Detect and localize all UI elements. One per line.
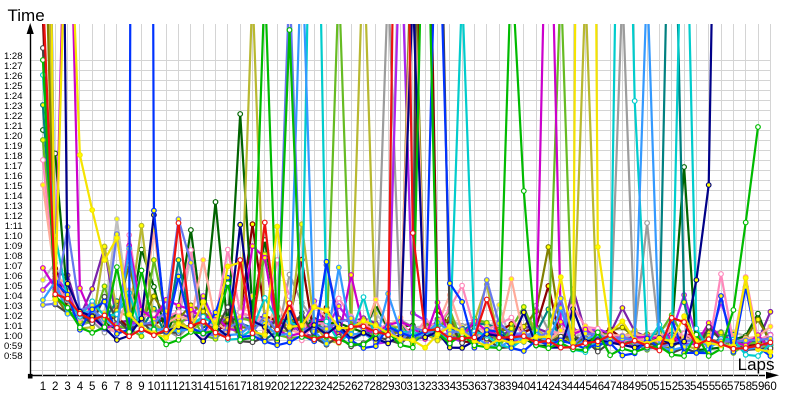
svg-text:38: 38: [493, 381, 506, 393]
svg-text:0:59: 0:59: [4, 341, 23, 352]
svg-text:1:24: 1:24: [4, 91, 23, 102]
svg-text:1:20: 1:20: [4, 131, 23, 142]
svg-text:47: 47: [604, 381, 617, 393]
svg-text:56: 56: [715, 381, 728, 393]
svg-text:30: 30: [394, 381, 407, 393]
svg-text:39: 39: [505, 381, 518, 393]
svg-text:1:17: 1:17: [4, 161, 23, 172]
svg-text:1:06: 1:06: [4, 271, 23, 282]
svg-text:34: 34: [443, 381, 456, 393]
svg-text:1:07: 1:07: [4, 261, 23, 272]
svg-text:1:13: 1:13: [4, 201, 23, 212]
svg-text:1:09: 1:09: [4, 241, 23, 252]
svg-text:41: 41: [530, 381, 543, 393]
svg-text:15: 15: [209, 381, 222, 393]
svg-text:9: 9: [138, 381, 144, 393]
svg-text:1:23: 1:23: [4, 101, 23, 112]
svg-text:1:12: 1:12: [4, 211, 23, 222]
svg-text:55: 55: [702, 381, 715, 393]
svg-text:1:26: 1:26: [4, 71, 23, 82]
svg-text:59: 59: [752, 381, 765, 393]
svg-text:1:05: 1:05: [4, 281, 23, 292]
svg-text:18: 18: [246, 381, 259, 393]
svg-text:1:00: 1:00: [4, 331, 23, 342]
svg-text:1:04: 1:04: [4, 291, 23, 302]
svg-text:22: 22: [295, 381, 308, 393]
svg-text:1:14: 1:14: [4, 191, 23, 202]
svg-text:1:21: 1:21: [4, 121, 23, 132]
svg-text:52: 52: [665, 381, 678, 393]
svg-text:44: 44: [567, 381, 580, 393]
svg-text:21: 21: [283, 381, 296, 393]
svg-text:57: 57: [727, 381, 740, 393]
svg-text:17: 17: [234, 381, 247, 393]
svg-text:28: 28: [369, 381, 382, 393]
svg-text:10: 10: [148, 381, 161, 393]
svg-text:27: 27: [357, 381, 370, 393]
svg-text:8: 8: [126, 381, 132, 393]
svg-text:40: 40: [517, 381, 530, 393]
svg-text:1:03: 1:03: [4, 301, 23, 312]
svg-text:53: 53: [678, 381, 691, 393]
svg-text:51: 51: [653, 381, 666, 393]
svg-text:49: 49: [628, 381, 641, 393]
svg-text:1:15: 1:15: [4, 181, 23, 192]
svg-text:1:02: 1:02: [4, 311, 23, 322]
svg-text:48: 48: [616, 381, 629, 393]
svg-text:14: 14: [197, 381, 210, 393]
svg-text:16: 16: [221, 381, 234, 393]
svg-text:24: 24: [320, 381, 333, 393]
svg-text:31: 31: [406, 381, 419, 393]
svg-text:4: 4: [77, 381, 84, 393]
svg-text:3: 3: [64, 381, 70, 393]
svg-text:1:11: 1:11: [5, 221, 23, 232]
svg-text:37: 37: [480, 381, 493, 393]
svg-text:13: 13: [185, 381, 198, 393]
svg-text:1:22: 1:22: [4, 111, 23, 122]
svg-text:1:18: 1:18: [4, 151, 23, 162]
svg-text:1:08: 1:08: [4, 251, 23, 262]
svg-text:1: 1: [40, 381, 46, 393]
svg-text:1:10: 1:10: [4, 231, 23, 242]
svg-text:54: 54: [690, 381, 703, 393]
svg-text:23: 23: [308, 381, 321, 393]
svg-text:0:58: 0:58: [4, 351, 23, 362]
svg-text:45: 45: [579, 381, 592, 393]
svg-text:20: 20: [271, 381, 284, 393]
svg-text:6: 6: [101, 381, 107, 393]
svg-text:60: 60: [764, 381, 777, 393]
svg-text:1:25: 1:25: [4, 81, 23, 92]
svg-text:25: 25: [332, 381, 345, 393]
svg-text:46: 46: [591, 381, 604, 393]
svg-text:32: 32: [419, 381, 432, 393]
svg-text:1:19: 1:19: [4, 141, 23, 152]
svg-text:19: 19: [258, 381, 271, 393]
svg-text:1:16: 1:16: [4, 171, 23, 182]
svg-text:12: 12: [172, 381, 185, 393]
svg-text:5: 5: [89, 381, 95, 393]
svg-text:Time: Time: [8, 6, 45, 25]
svg-text:2: 2: [52, 381, 58, 393]
svg-text:26: 26: [345, 381, 358, 393]
svg-text:35: 35: [456, 381, 469, 393]
svg-text:29: 29: [382, 381, 395, 393]
svg-text:36: 36: [468, 381, 481, 393]
svg-text:33: 33: [431, 381, 444, 393]
svg-text:43: 43: [554, 381, 567, 393]
svg-text:Laps: Laps: [738, 355, 775, 374]
svg-text:11: 11: [160, 381, 172, 393]
svg-text:42: 42: [542, 381, 555, 393]
svg-text:1:27: 1:27: [4, 61, 23, 72]
svg-text:7: 7: [114, 381, 120, 393]
svg-text:58: 58: [739, 381, 752, 393]
svg-text:1:01: 1:01: [4, 321, 23, 332]
svg-text:1:28: 1:28: [4, 51, 23, 62]
svg-text:50: 50: [641, 381, 654, 393]
